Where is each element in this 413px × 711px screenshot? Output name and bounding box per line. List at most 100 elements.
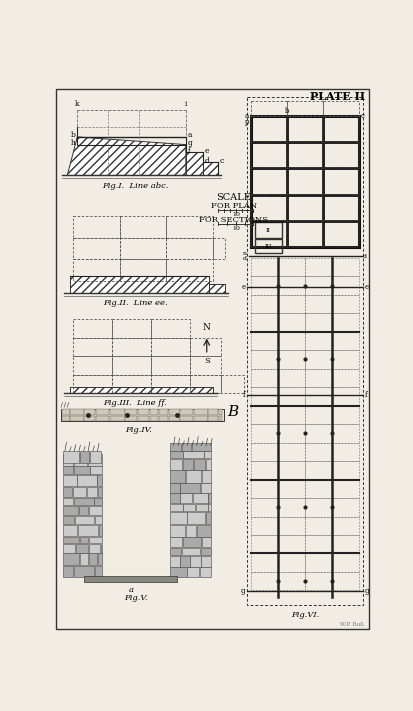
Bar [278, 332, 304, 351]
Bar [169, 410, 179, 415]
Bar [208, 504, 211, 511]
Bar [169, 493, 179, 503]
Bar [196, 525, 211, 537]
Bar [250, 443, 278, 461]
Bar [109, 410, 124, 415]
Text: g: g [364, 587, 368, 595]
Text: d: d [362, 254, 366, 259]
Bar [199, 567, 211, 577]
Bar [169, 512, 186, 524]
Bar [202, 538, 211, 547]
Text: FOR SECTIONS: FOR SECTIONS [199, 216, 268, 224]
Bar [150, 410, 157, 415]
Bar [62, 475, 76, 486]
Bar [278, 461, 304, 479]
Text: III: III [264, 244, 271, 249]
Bar [151, 319, 189, 338]
Bar [180, 556, 189, 567]
Polygon shape [185, 152, 202, 176]
Bar [189, 375, 220, 393]
Bar [180, 416, 192, 421]
Bar [158, 416, 168, 421]
Bar [332, 553, 358, 572]
Text: d: d [242, 256, 247, 261]
Bar [62, 506, 78, 515]
Bar [84, 576, 177, 582]
Bar [97, 475, 102, 486]
Text: N: N [202, 324, 210, 333]
Bar [120, 216, 166, 237]
Bar [138, 416, 149, 421]
Bar [220, 375, 243, 393]
Bar [208, 493, 211, 503]
Text: a: a [187, 132, 191, 139]
Bar [95, 515, 102, 524]
Bar [278, 553, 304, 572]
Bar [278, 351, 304, 369]
Bar [189, 338, 220, 356]
Bar [278, 406, 304, 424]
Bar [76, 544, 88, 552]
Bar [193, 459, 205, 469]
Bar [304, 553, 332, 572]
Bar [89, 544, 100, 552]
Bar [250, 351, 278, 369]
Bar [332, 332, 358, 351]
Bar [138, 410, 149, 415]
Bar [286, 101, 323, 116]
Bar [204, 451, 211, 458]
Bar [62, 566, 73, 577]
Bar [278, 498, 304, 516]
Bar [86, 487, 97, 497]
Bar [73, 375, 112, 393]
Text: p: p [244, 119, 249, 127]
Bar [88, 454, 102, 466]
Bar [74, 466, 90, 474]
Bar [98, 553, 102, 565]
Bar [181, 548, 199, 555]
Bar [250, 479, 278, 498]
Bar [120, 237, 166, 260]
Bar [193, 416, 207, 421]
Text: 10: 10 [232, 226, 240, 231]
Bar [73, 338, 112, 356]
Text: Fig.VI.: Fig.VI. [290, 611, 318, 619]
Bar [304, 479, 332, 498]
Bar [278, 443, 304, 461]
Bar [250, 369, 278, 387]
Bar [78, 525, 98, 536]
Bar [332, 535, 358, 553]
Bar [332, 424, 358, 443]
Bar [169, 459, 181, 469]
Bar [151, 375, 189, 393]
Bar [112, 319, 151, 338]
Bar [192, 444, 210, 451]
Text: g: g [187, 139, 192, 147]
Bar [89, 553, 97, 565]
Bar [278, 258, 304, 277]
Bar [332, 406, 358, 424]
Bar [169, 525, 185, 537]
Bar [250, 406, 278, 424]
Bar [202, 470, 211, 483]
Bar [120, 260, 166, 281]
Bar [304, 369, 332, 387]
Bar [206, 459, 211, 469]
Text: PLATE II: PLATE II [310, 92, 365, 102]
Bar [125, 410, 137, 415]
Bar [304, 443, 332, 461]
Text: Fig.I.  Line abc.: Fig.I. Line abc. [102, 181, 168, 190]
Bar [62, 525, 77, 536]
Text: Fig.IV.: Fig.IV. [125, 426, 152, 434]
Bar [250, 101, 286, 116]
Polygon shape [69, 387, 212, 393]
Bar [73, 237, 120, 260]
Bar [278, 295, 304, 314]
Bar [70, 410, 83, 415]
Bar [250, 314, 278, 332]
Bar [79, 553, 88, 565]
Bar [112, 338, 151, 356]
Bar [90, 451, 100, 463]
Bar [250, 277, 278, 295]
Text: f: f [242, 391, 245, 399]
